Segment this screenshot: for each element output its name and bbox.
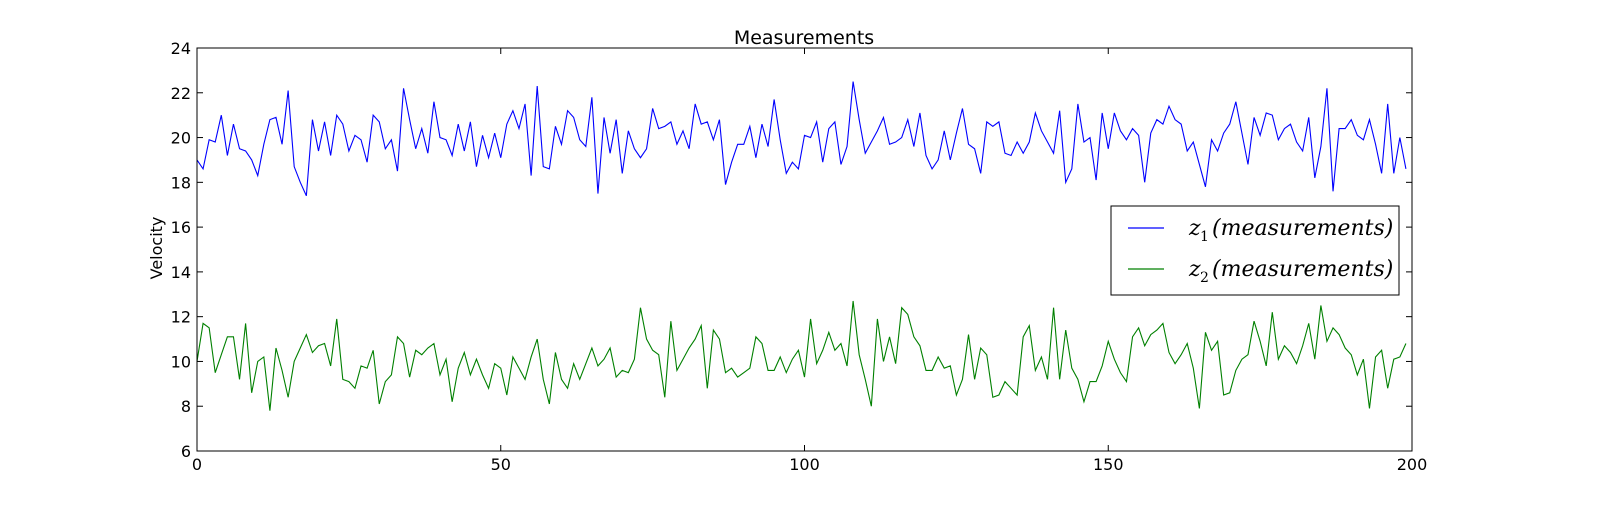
y-tick-label: 16 <box>171 218 191 237</box>
y-tick-label: 24 <box>171 39 191 58</box>
legend-label: (measurements) <box>1212 257 1393 282</box>
plot-area <box>196 81 1407 411</box>
y-tick-label: 14 <box>171 263 191 282</box>
y-tick-label: 8 <box>181 397 191 416</box>
series-2-line <box>196 300 1407 411</box>
y-axis-title: Velocity <box>147 217 166 280</box>
y-tick-label: 6 <box>181 442 191 461</box>
y-tick-label: 12 <box>171 308 191 327</box>
x-tick-label: 0 <box>192 455 202 474</box>
y-tick-label: 10 <box>171 352 191 371</box>
chart-title: Measurements <box>734 27 874 49</box>
legend-label: (measurements) <box>1212 216 1393 241</box>
legend-box <box>1110 205 1400 296</box>
legend-symbol: z <box>1188 216 1201 241</box>
x-tick-label: 50 <box>491 455 511 474</box>
legend-entry-series-1: z 1 (measurements) <box>1188 216 1393 245</box>
legend: z 1 (measurements)z 2 (measurements) <box>1110 205 1400 296</box>
y-tick-label: 20 <box>171 129 191 148</box>
legend-entry-series-2: z 2 (measurements) <box>1188 257 1393 286</box>
y-tick-label: 18 <box>171 173 191 192</box>
x-tick-label: 150 <box>1093 455 1124 474</box>
x-tick-label: 100 <box>789 455 820 474</box>
legend-symbol: z <box>1188 257 1201 282</box>
legend-subscript: 2 <box>1200 270 1209 286</box>
series-1-line <box>196 81 1407 196</box>
x-tick-label: 200 <box>1397 455 1428 474</box>
legend-subscript: 1 <box>1200 229 1209 245</box>
y-tick-label: 22 <box>171 84 191 103</box>
plot-frame <box>196 47 1413 452</box>
